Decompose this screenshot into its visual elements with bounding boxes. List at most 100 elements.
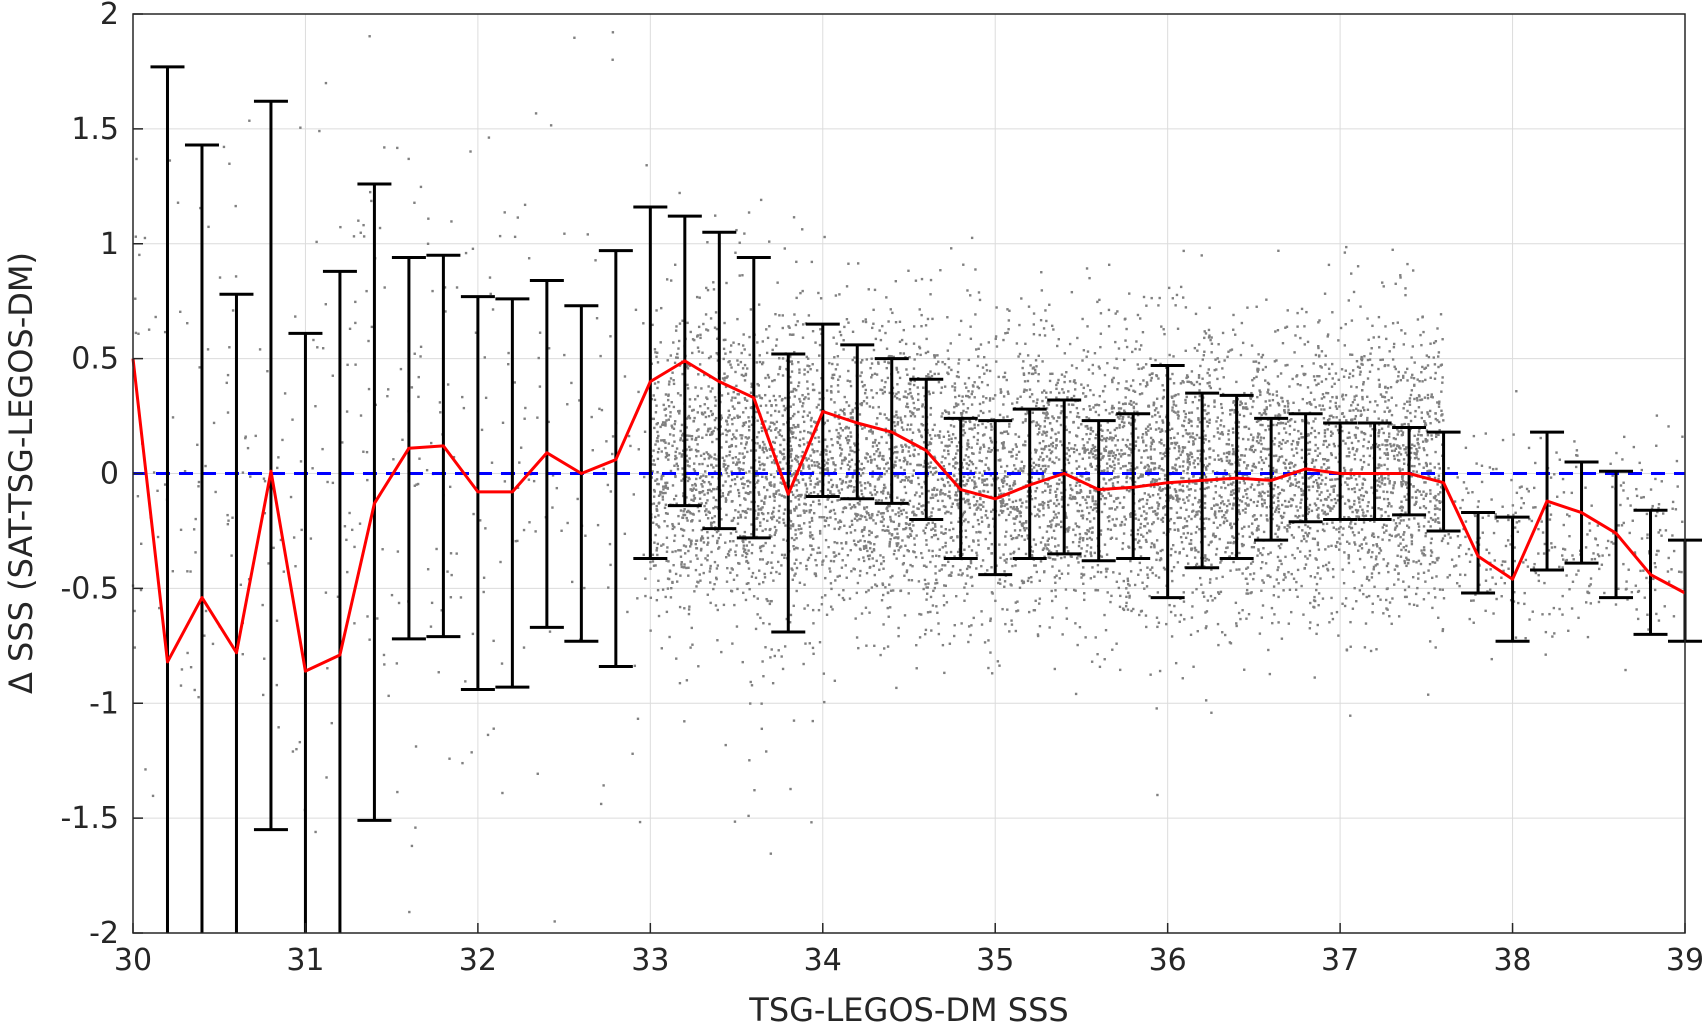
scatter-point [1169, 610, 1173, 614]
scatter-point [681, 467, 684, 470]
scatter-point [747, 425, 751, 428]
scatter-point [877, 441, 881, 445]
scatter-point [566, 403, 569, 406]
scatter-point [1238, 481, 1241, 484]
scatter-point [856, 519, 859, 522]
scatter-point [1133, 583, 1137, 587]
scatter-point [985, 369, 989, 372]
scatter-point [1384, 444, 1387, 447]
scatter-point [858, 574, 862, 577]
scatter-point [834, 411, 837, 414]
scatter-point [749, 508, 752, 511]
scatter-point [972, 385, 975, 388]
scatter-point [1104, 482, 1108, 485]
scatter-point [1162, 328, 1165, 331]
scatter-point [1010, 584, 1013, 587]
scatter-point [1275, 506, 1279, 509]
scatter-point [413, 484, 417, 487]
scatter-point [1377, 378, 1381, 382]
scatter-point [1158, 558, 1162, 562]
scatter-point [725, 580, 729, 583]
scatter-point [729, 350, 732, 354]
scatter-point [837, 552, 841, 556]
scatter-point [609, 335, 612, 338]
scatter-point [330, 721, 333, 725]
scatter-point [492, 727, 495, 730]
scatter-point [1433, 587, 1436, 590]
scatter-point [1140, 392, 1144, 395]
scatter-point [673, 420, 677, 423]
scatter-point [207, 225, 210, 229]
scatter-point [799, 514, 802, 517]
scatter-point [1230, 348, 1234, 351]
scatter-point [1055, 439, 1058, 442]
scatter-point [1411, 269, 1415, 272]
scatter-point [952, 465, 955, 468]
scatter-point [846, 379, 849, 382]
scatter-point [1008, 498, 1011, 501]
scatter-point [1437, 405, 1441, 408]
scatter-point [1079, 474, 1082, 477]
scatter-point [1207, 411, 1210, 415]
scatter-point [1174, 411, 1177, 414]
scatter-point [699, 549, 703, 552]
scatter-point [765, 478, 769, 481]
scatter-point [642, 322, 645, 325]
scatter-point [927, 375, 930, 379]
scatter-point [1434, 520, 1437, 523]
scatter-point [1396, 433, 1399, 436]
scatter-point [682, 494, 685, 498]
scatter-point [1388, 409, 1392, 412]
scatter-point [777, 489, 780, 492]
scatter-point [407, 157, 410, 161]
scatter-point [775, 519, 779, 522]
scatter-point [845, 475, 848, 479]
scatter-point [1130, 462, 1133, 465]
scatter-point [1404, 511, 1407, 514]
scatter-point [1032, 461, 1035, 465]
scatter-point [1156, 625, 1159, 629]
scatter-point [741, 468, 745, 471]
scatter-point [1429, 422, 1432, 425]
scatter-point [1183, 618, 1186, 621]
scatter-point [801, 450, 804, 454]
scatter-point [881, 492, 885, 495]
scatter-point [1331, 311, 1334, 314]
scatter-point [1311, 459, 1315, 463]
scatter-point [1059, 423, 1063, 427]
scatter-point [1265, 406, 1268, 409]
scatter-point [1308, 452, 1311, 456]
scatter-point [763, 501, 766, 504]
scatter-point [326, 480, 329, 484]
scatter-point [435, 547, 438, 551]
scatter-point [1309, 575, 1312, 578]
scatter-point [880, 562, 883, 565]
scatter-point [728, 429, 731, 432]
scatter-point [866, 554, 870, 558]
scatter-point [832, 508, 836, 512]
scatter-point [1437, 462, 1440, 466]
scatter-point [853, 517, 857, 520]
scatter-point [758, 558, 762, 561]
scatter-point [230, 554, 233, 557]
scatter-point [912, 524, 915, 527]
scatter-layer [131, 31, 1684, 923]
scatter-point [1399, 542, 1402, 545]
scatter-point [829, 559, 833, 563]
scatter-point [1230, 490, 1233, 493]
scatter-point [842, 507, 845, 510]
scatter-point [1244, 511, 1247, 514]
scatter-point [1039, 541, 1043, 544]
scatter-point [761, 558, 764, 561]
scatter-point [734, 482, 737, 486]
scatter-point [673, 526, 676, 529]
scatter-point [1035, 570, 1038, 574]
scatter-point [1442, 419, 1445, 422]
scatter-point [642, 553, 645, 557]
scatter-point [1414, 502, 1417, 505]
scatter-point [866, 481, 870, 484]
scatter-point [1074, 484, 1078, 487]
scatter-point [1232, 328, 1235, 331]
scatter-point [1313, 502, 1317, 505]
